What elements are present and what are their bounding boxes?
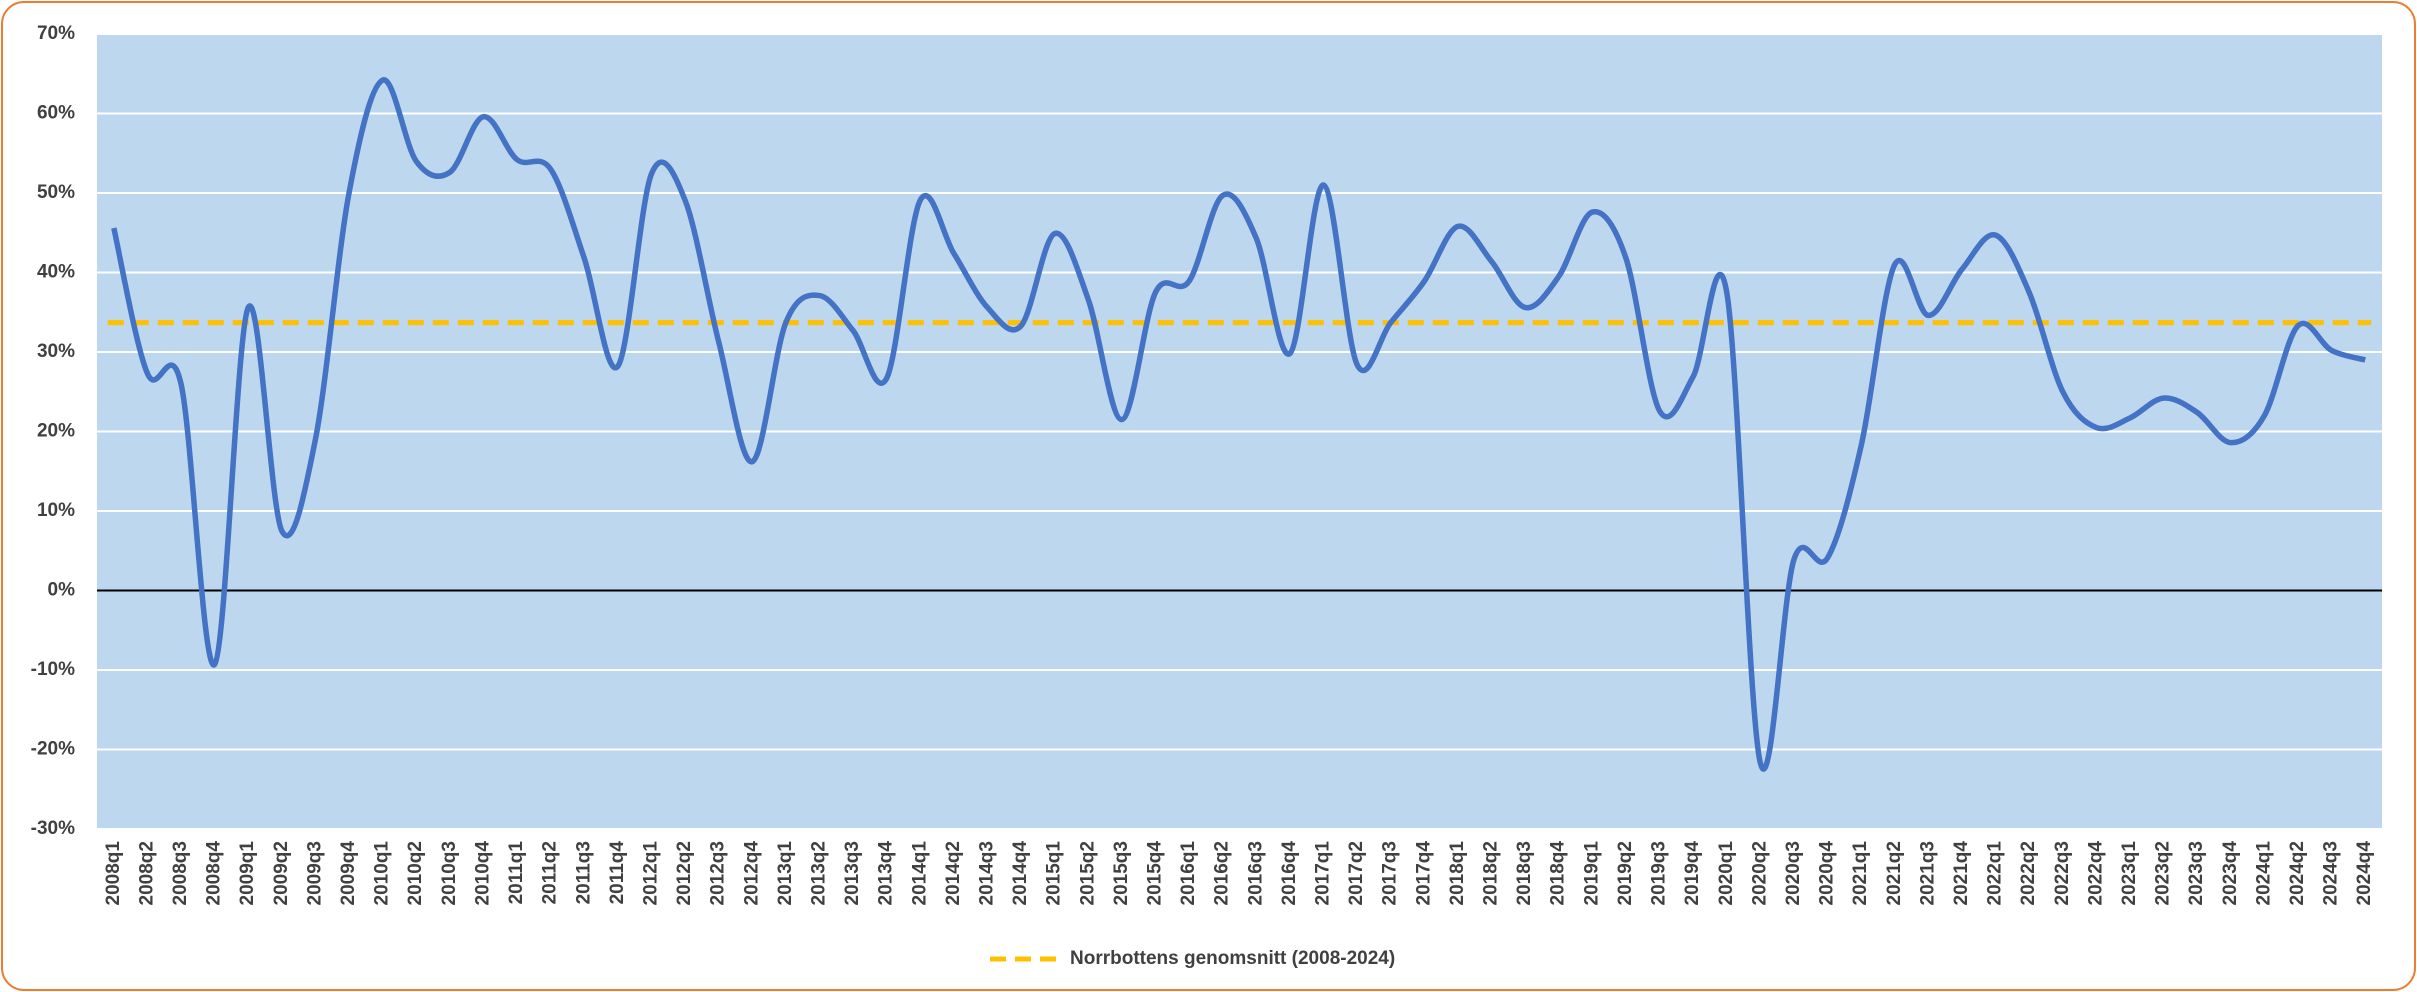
x-tick-label: 2019q3 (1649, 841, 1670, 905)
y-tick-label: 50% (37, 182, 75, 203)
x-tick-label: 2010q3 (439, 841, 460, 905)
y-tick-label: 60% (37, 103, 75, 124)
x-tick-label: 2009q3 (304, 841, 325, 905)
x-tick-label: 2016q4 (1279, 841, 1300, 906)
x-tick-label: 2023q3 (2186, 841, 2207, 905)
y-tick-label: 40% (37, 262, 75, 283)
x-tick-label: 2017q3 (1380, 841, 1401, 905)
x-tick-label: 2017q2 (1346, 841, 1367, 905)
y-tick-label: 0% (48, 580, 76, 601)
x-tick-label: 2011q2 (540, 841, 561, 904)
x-tick-label: 2010q4 (472, 841, 493, 906)
x-tick-label: 2012q4 (741, 841, 762, 906)
x-tick-label: 2021q1 (1850, 841, 1871, 906)
y-tick-label: 20% (37, 421, 75, 442)
x-tick-label: 2013q2 (808, 841, 829, 905)
x-tick-label: 2014q3 (976, 841, 997, 905)
x-tick-label: 2015q1 (1044, 841, 1065, 906)
y-tick-label: 70% (37, 23, 75, 44)
x-tick-label: 2013q4 (876, 841, 897, 906)
x-tick-label: 2010q2 (405, 841, 426, 905)
x-tick-label: 2020q3 (1783, 841, 1804, 905)
x-tick-label: 2023q1 (2119, 841, 2140, 906)
x-tick-label: 2019q1 (1581, 841, 1602, 906)
x-tick-label: 2022q2 (2018, 841, 2039, 905)
x-tick-label: 2016q3 (1245, 841, 1266, 905)
x-tick-label: 2014q2 (943, 841, 964, 905)
x-tick-label: 2016q1 (1178, 841, 1199, 906)
x-tick-label: 2021q4 (1951, 841, 1972, 906)
x-tick-label: 2019q4 (1682, 841, 1703, 906)
x-tick-label: 2023q2 (2153, 841, 2174, 905)
x-tick-label: 2011q3 (573, 841, 594, 904)
x-tick-label: 2008q4 (204, 841, 225, 906)
x-tick-label: 2020q1 (1716, 841, 1737, 906)
x-tick-label: 2008q3 (170, 841, 191, 905)
x-tick-label: 2020q2 (1749, 841, 1770, 905)
x-tick-label: 2015q4 (1145, 841, 1166, 906)
x-tick-label: 2018q4 (1548, 841, 1569, 906)
x-tick-label: 2009q2 (271, 841, 292, 905)
x-tick-label: 2024q1 (2253, 841, 2274, 906)
x-tick-label: 2017q4 (1413, 841, 1434, 906)
x-tick-label: 2022q3 (2052, 841, 2073, 905)
x-tick-label: 2021q3 (1917, 841, 1938, 905)
y-tick-label: -30% (31, 818, 75, 839)
x-tick-label: 2022q4 (2085, 841, 2106, 906)
x-tick-label: 2018q3 (1514, 841, 1535, 905)
x-tick-label: 2023q4 (2220, 841, 2241, 906)
x-tick-label: 2008q2 (136, 841, 157, 905)
x-tick-label: 2012q2 (674, 841, 695, 905)
x-tick-label: 2022q1 (1985, 841, 2006, 906)
x-tick-label: 2024q4 (2354, 841, 2375, 906)
data-line (111, 77, 2366, 772)
x-tick-label: 2012q3 (708, 841, 729, 905)
x-tick-label: 2018q2 (1481, 841, 1502, 905)
y-tick-label: 30% (37, 341, 75, 362)
y-tick-label: -10% (31, 659, 75, 680)
legend-label: Norrbottens genomsnitt (2008-2024) (1070, 948, 1395, 969)
x-tick-label: 2018q1 (1447, 841, 1468, 906)
x-tick-label: 2015q2 (1077, 841, 1098, 905)
x-tick-label: 2008q1 (103, 841, 124, 906)
x-tick-label: 2011q4 (607, 841, 628, 905)
x-tick-label: 2021q2 (1884, 841, 1905, 905)
x-tick-label: 2009q1 (237, 841, 258, 906)
x-tick-label: 2016q2 (1212, 841, 1233, 905)
x-tick-label: 2013q3 (842, 841, 863, 905)
x-tick-label: 2020q4 (1817, 841, 1838, 906)
y-tick-label: 10% (37, 500, 75, 521)
x-tick-label: 2014q1 (909, 841, 930, 906)
x-tick-label: 2019q2 (1615, 841, 1636, 905)
x-tick-label: 2013q1 (775, 841, 796, 906)
x-tick-label: 2015q3 (1111, 841, 1132, 905)
x-tick-label: 2009q4 (338, 841, 359, 906)
x-tick-label: 2017q1 (1313, 841, 1334, 906)
x-tick-label: 2014q4 (1010, 841, 1031, 906)
y-tick-label: -20% (31, 739, 75, 760)
x-tick-label: 2010q1 (372, 841, 393, 906)
x-tick-label: 2024q3 (2321, 841, 2342, 905)
x-tick-label: 2012q1 (640, 841, 661, 906)
x-tick-label: 2024q2 (2287, 841, 2308, 905)
x-tick-label: 2011q1 (506, 841, 527, 905)
